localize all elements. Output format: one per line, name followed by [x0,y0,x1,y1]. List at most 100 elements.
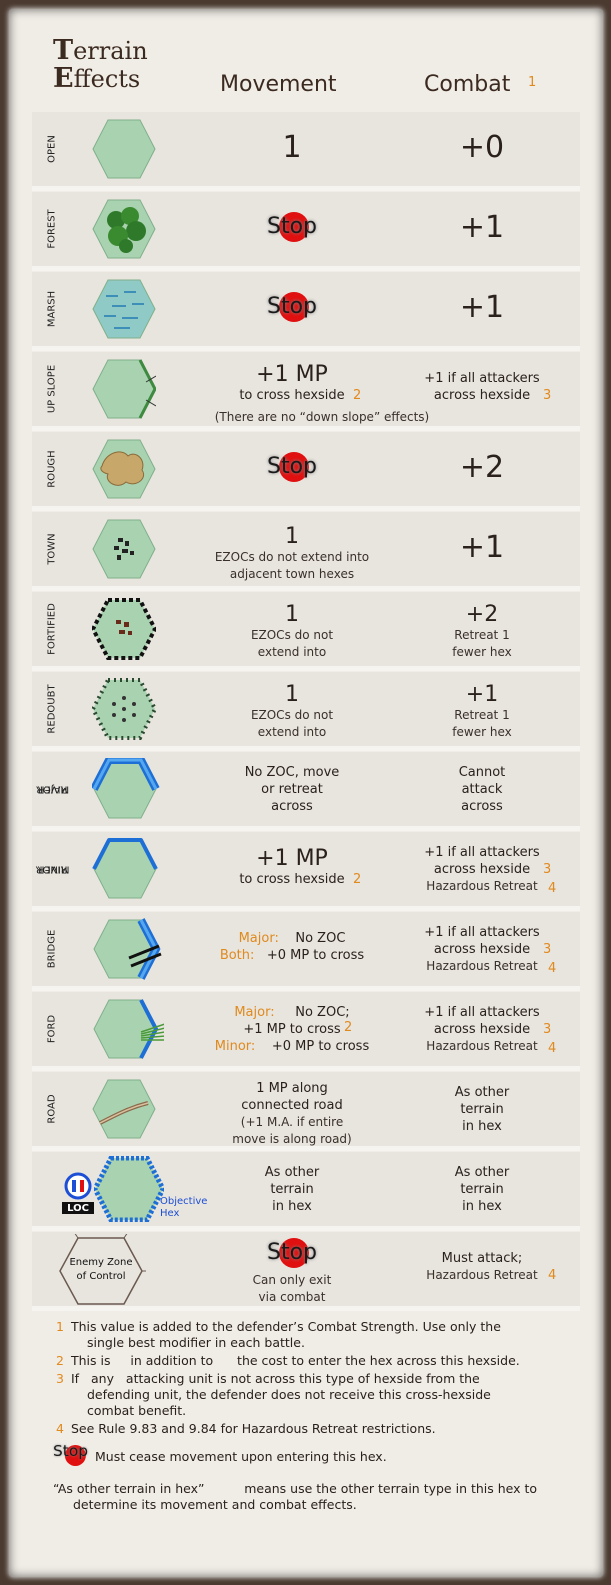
label-text: UP SLOPE [46,364,58,414]
combat-footnote: 1 [528,75,537,90]
row-road: ROAD 1 MP along connected road (+1 M.A. … [32,1072,580,1151]
move-line: As other [264,1165,320,1180]
rough-hex-icon [92,439,156,499]
ford-hex-icon [93,999,164,1059]
bridge-major-key: Major: [238,931,279,946]
row-redoubt: REDOUBT 1 EZOCs do not extend into +1 Re… [32,672,580,751]
move-line: across [271,799,313,814]
minor-river-hex-icon [92,838,158,899]
label-line: RIVER [36,783,68,795]
fortified-combat-line: Retreat 1 [454,628,510,642]
objective-hex-icon [94,1156,164,1222]
ford-minor-value: +0 MP to cross [271,1039,370,1054]
footnote-text: See Rule 9.83 and 9.84 for Hazardous Ret… [71,1421,436,1436]
row-label: REDOUBT [42,672,62,746]
footnote-ref: 2 [353,872,362,887]
combat-line: Hazardous Retreat [426,1039,538,1053]
combat-header: Combat [424,72,511,97]
combat-line: across hexside [433,942,531,957]
fortified-move-line: extend into [257,645,327,659]
bridge-combat: +1 if all attackers across hexside Hazar… [392,924,572,975]
row-minor-river: MINOR RIVER +1 MP to cross hexside 2 +1 i… [32,832,580,911]
minor-river-move-value: +1 MP [256,846,328,871]
label-text: FOREST [46,209,58,249]
ezoc-line: of Control [76,1271,126,1282]
footnote-text: combat benefit. [87,1403,187,1418]
forest-hex-icon [92,199,156,259]
stop-text: Stop [53,1442,89,1461]
town-combat: +1 [459,530,505,565]
row-label: FOREST [42,192,62,266]
combat-line: Hazardous Retreat [426,1268,538,1282]
footnotes: 1 This value is added to the defender’s C… [53,1319,583,1513]
label-text: ROUGH [46,450,58,488]
move-line: 1 MP along [256,1081,328,1096]
ezoc-move: Stop Can only exit via combat [202,1238,382,1306]
redoubt-move: 1 EZOCs do not extend into [202,682,382,741]
redoubt-combat-line: Retreat 1 [454,708,510,722]
footnote-ref: 3 [543,1022,552,1037]
upslope-move-value: +1 MP [256,362,328,387]
objective-line: Hex [160,1208,180,1219]
town-move-line: EZOCs do not extend into [214,550,370,564]
open-hex-icon [92,119,156,179]
label-line: RIVER [36,863,68,875]
rough-move: Stop [202,452,382,486]
row-objective: LOC Objective Hex As other terrain in hex A… [32,1152,580,1231]
major-river-combat: Cannot attack across [392,764,572,815]
row-label: MINOR RIVER [35,832,69,906]
ford-major-key: Major: [234,1005,275,1020]
marsh-move: Stop [202,292,382,326]
stop-sign-icon: Stop [262,1238,322,1268]
footnote-ref: 4 [548,1041,557,1056]
footnote-ref: 3 [543,388,552,403]
footnote-number: 3 [56,1371,64,1386]
footnote-ref: 4 [548,881,557,896]
town-move-line: adjacent town hexes [229,567,355,581]
objective-combat: As other terrain in hex [392,1164,572,1215]
row-label: MARSH [42,272,62,346]
combat-line: across [461,799,503,814]
row-ford: FORD Major: No ZOC; +1 MP to cross Minor… [32,992,580,1071]
chart-title: Terrain Effects [53,37,148,94]
stop-sign-icon: Stop [262,452,322,482]
footnote-text: If any attacking unit is not across this… [71,1371,480,1386]
redoubt-move-line: extend into [257,725,327,739]
combat-line: As other [454,1085,510,1100]
move-line: No ZOC, move [244,765,340,780]
upslope-move: +1 MP to cross hexside [202,362,382,404]
redoubt-combat: +1 Retreat 1 fewer hex [392,682,572,741]
label-text: ROAD [46,1094,58,1124]
upslope-combat: +1 if all attackers across hexside [392,370,572,404]
fortified-move-value: 1 [285,602,299,627]
fortified-move-line: EZOCs do not [250,628,334,642]
label-text: OPEN [46,135,58,163]
title-word-effects: ffects [73,65,141,93]
row-label: FORD [42,992,62,1066]
footnote-text: defending unit, the defender does not re… [87,1387,491,1402]
footnote-text: This is in addition to the cost to enter… [71,1353,520,1368]
combat-line: +1 if all attackers [424,925,540,940]
bridge-move: Major: No ZOC Both: +0 MP to cross [202,930,382,964]
upslope-note: (There are no “down slope” effects) [214,410,430,424]
row-major-river: MAJOR RIVER No ZOC, move or retreat across … [32,752,580,831]
row-open: OPEN 1 +0 [32,112,580,191]
ford-move: Major: No ZOC; +1 MP to cross Minor: +0 … [202,1004,382,1055]
stop-sign-icon: Stop [53,1442,95,1466]
fortified-move: 1 EZOCs do not extend into [202,602,382,661]
upslope-move-sub: to cross hexside [239,388,345,403]
footnote-text: This value is added to the defender’s Co… [71,1319,501,1334]
move-line: via combat [258,1290,326,1304]
row-forest: FOREST Stop +1 [32,192,580,271]
title-cap-e: E [53,63,74,94]
move-line: Can only exit [252,1273,332,1287]
combat-line: +1 if all attackers [424,1005,540,1020]
minor-river-move-sub: to cross hexside [239,872,345,887]
stop-legend-text: Must cease movement upon entering this h… [95,1449,387,1464]
fortified-combat-value: +2 [465,602,499,627]
stop-sign-icon: Stop [262,292,322,322]
footnote-number: 4 [56,1421,64,1436]
movement-header: Movement [220,72,337,97]
label-text: REDOUBT [46,684,58,734]
town-hex-icon [92,519,156,579]
